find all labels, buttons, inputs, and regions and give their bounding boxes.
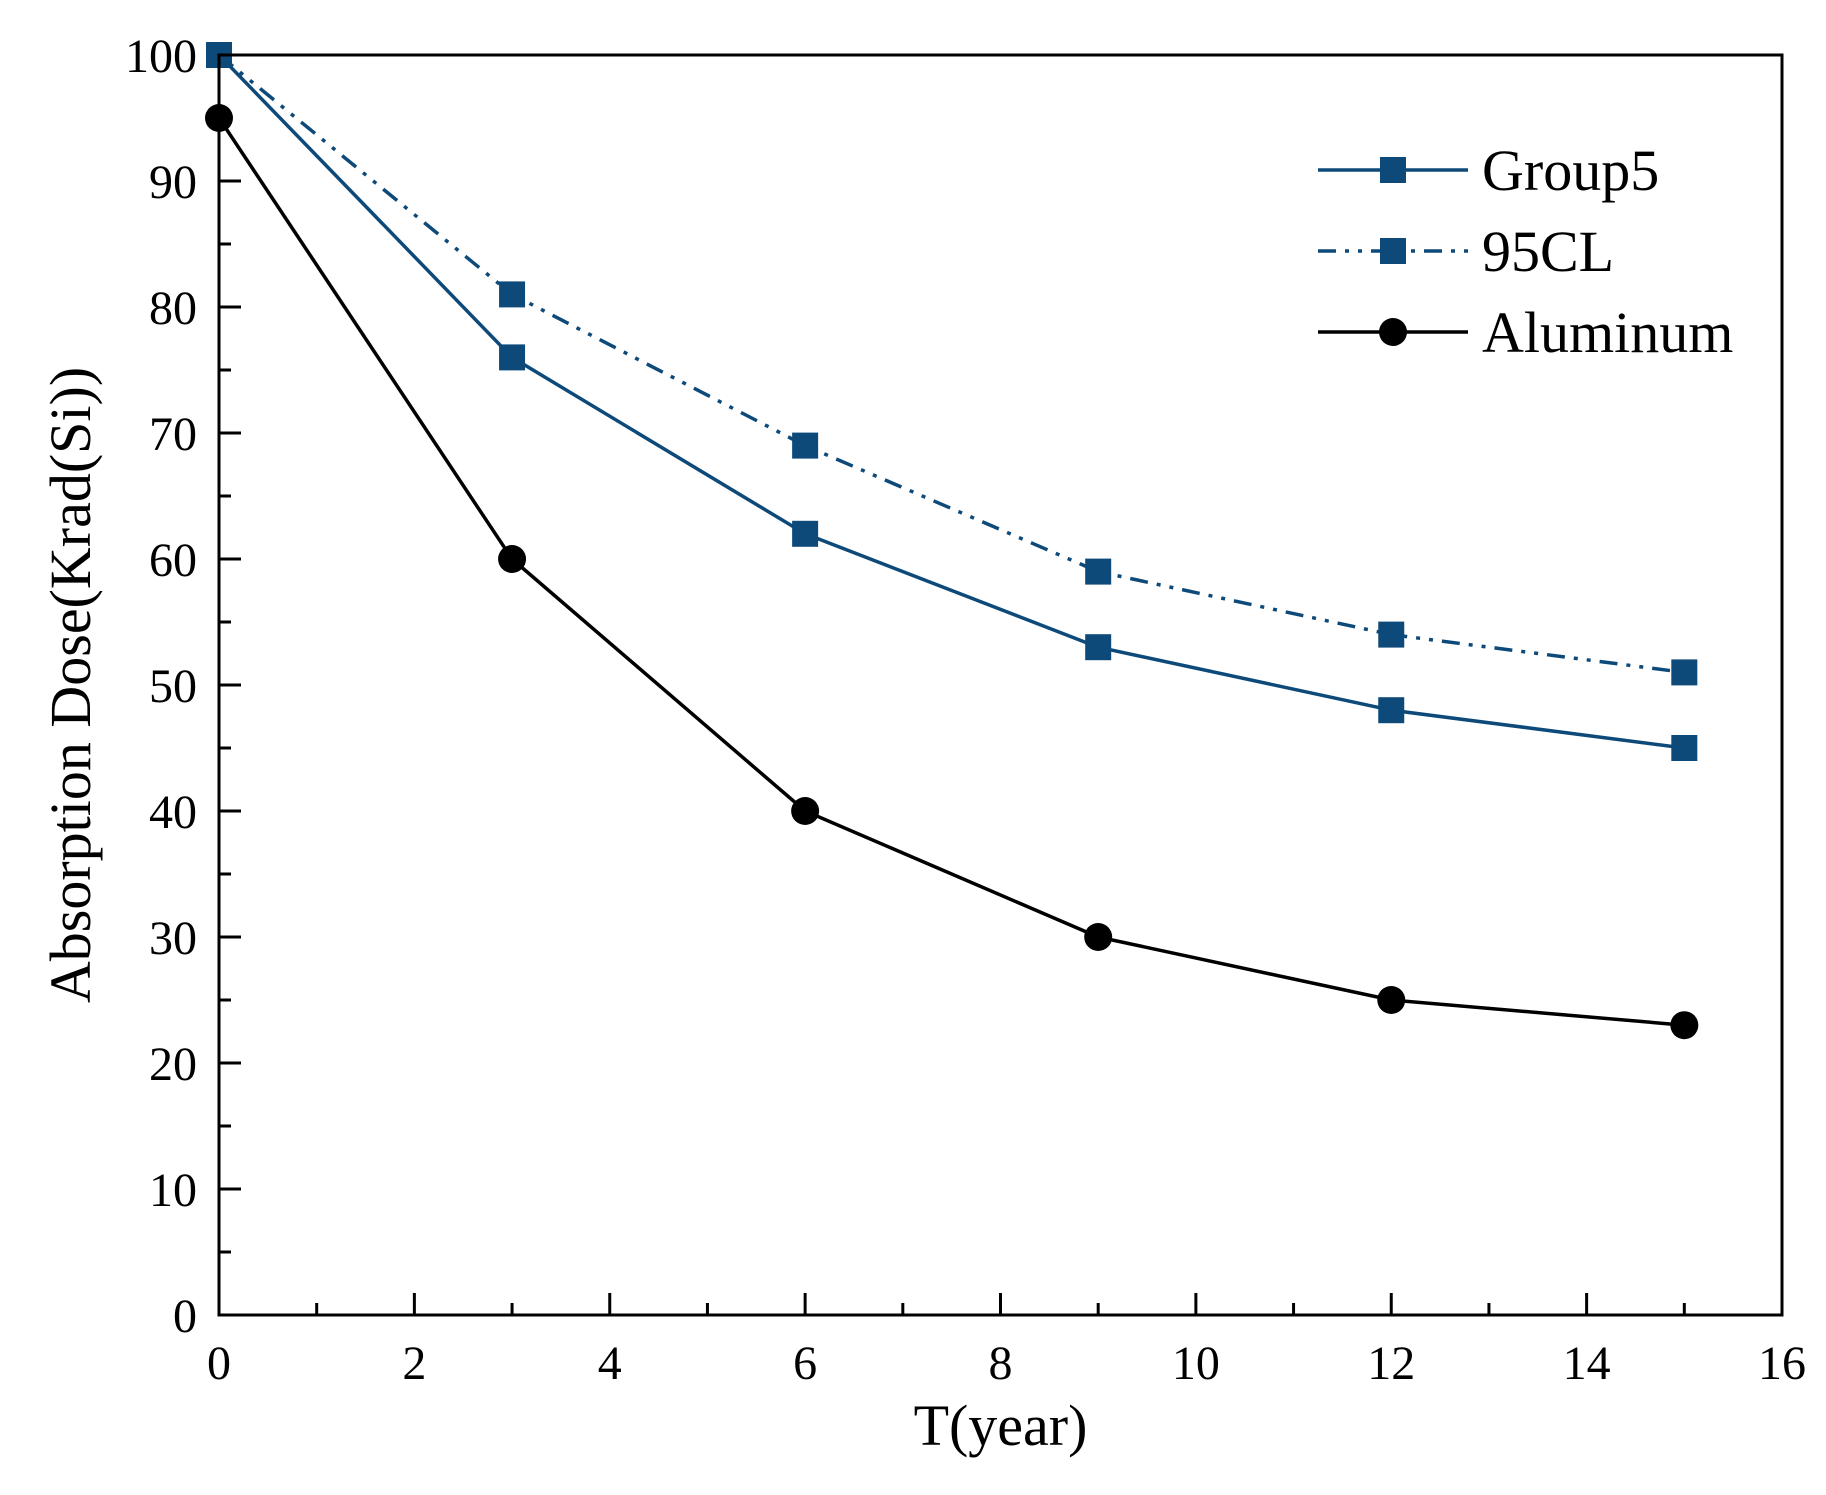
x-tick-label: 14 (1563, 1337, 1611, 1390)
data-point (792, 520, 819, 547)
legend: Group5 95CL Aluminum (1318, 138, 1733, 365)
data-point (1671, 735, 1698, 761)
data-point (1670, 1011, 1699, 1040)
legend-marker (1380, 157, 1406, 183)
y-tick-label: 0 (173, 1290, 197, 1343)
series-layer (205, 42, 1699, 1040)
series-line (217, 53, 1685, 675)
y-tick-label: 40 (149, 786, 197, 839)
series-95CL (206, 42, 1698, 686)
series-line (217, 117, 1685, 1027)
y-tick-label: 90 (149, 156, 197, 209)
legend-item: Group5 (1318, 138, 1659, 203)
tick-labels: 0 2 4 6 8 10 12 14 16 0 10 20 30 40 50 60 70 80 90 100 (125, 30, 1806, 1390)
x-tick-label: 10 (1172, 1337, 1220, 1390)
x-tick-label: 16 (1758, 1337, 1806, 1390)
data-point (1377, 986, 1406, 1014)
legend-item: 95CL (1318, 219, 1614, 284)
data-point (1378, 621, 1405, 648)
y-tick-label: 50 (149, 660, 197, 713)
data-point (499, 344, 526, 371)
x-tick-label: 8 (989, 1337, 1013, 1390)
data-point (1378, 697, 1405, 724)
data-point (1671, 659, 1698, 686)
x-tick-label: 0 (207, 1337, 231, 1390)
x-tick-label: 12 (1367, 1337, 1415, 1390)
legend-label: Group5 (1482, 138, 1659, 203)
legend-marker (1380, 238, 1406, 264)
x-tick-label: 6 (793, 1337, 817, 1390)
legend-marker (1379, 318, 1407, 346)
legend-label: Aluminum (1482, 300, 1733, 365)
y-axis-title: Absorption Dose(Krad(Si)) (38, 367, 103, 1003)
data-point (791, 797, 820, 825)
series-Aluminum (205, 104, 1699, 1040)
legend-label: 95CL (1482, 219, 1614, 284)
x-tick-label: 4 (598, 1337, 622, 1390)
y-tick-label: 10 (149, 1164, 197, 1217)
x-tick-label: 2 (402, 1337, 426, 1390)
y-tick-label: 60 (149, 534, 197, 587)
x-axis-title: T(year) (914, 1393, 1088, 1458)
y-tick-label: 30 (149, 912, 197, 965)
data-point (498, 545, 527, 573)
y-tick-label: 100 (125, 30, 197, 83)
y-tick-label: 20 (149, 1038, 197, 1091)
data-point (1084, 923, 1113, 951)
plot-frame (217, 53, 1784, 1317)
legend-item: Aluminum (1318, 300, 1733, 365)
y-tick-label: 70 (149, 408, 197, 461)
series-line (217, 53, 1685, 750)
series-Group5 (206, 42, 1698, 761)
data-point (1085, 558, 1112, 585)
data-point (499, 281, 526, 308)
y-tick-label: 80 (149, 282, 197, 335)
data-point (1085, 634, 1112, 661)
data-point (792, 432, 819, 459)
